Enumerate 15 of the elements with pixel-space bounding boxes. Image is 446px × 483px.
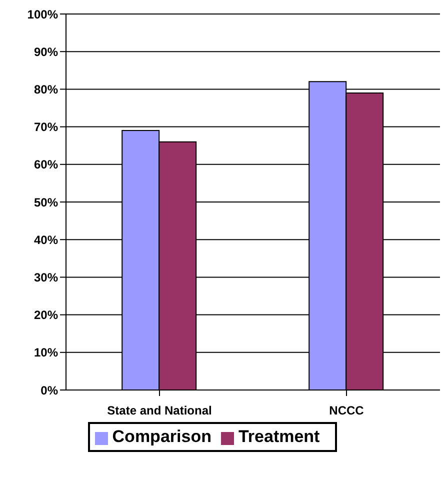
y-tick-label: 90% [34, 44, 58, 59]
y-tick-label: 70% [34, 120, 58, 134]
y-tick-label: 20% [34, 308, 58, 322]
y-tick-label: 0% [40, 383, 58, 398]
x-tick-label: State and National [107, 404, 212, 418]
y-tick-label: 10% [34, 346, 58, 360]
legend-label: Comparison [112, 427, 212, 446]
legend-label: Treatment [238, 427, 320, 446]
y-tick-label: 40% [34, 232, 58, 247]
y-tick-label: 80% [34, 82, 58, 96]
y-tick-label: 50% [34, 195, 58, 210]
y-tick-label: 30% [34, 270, 58, 284]
y-tick-label: 60% [34, 158, 58, 172]
y-tick-label: 100% [27, 7, 58, 22]
x-tick-label: NCCC [329, 404, 364, 418]
